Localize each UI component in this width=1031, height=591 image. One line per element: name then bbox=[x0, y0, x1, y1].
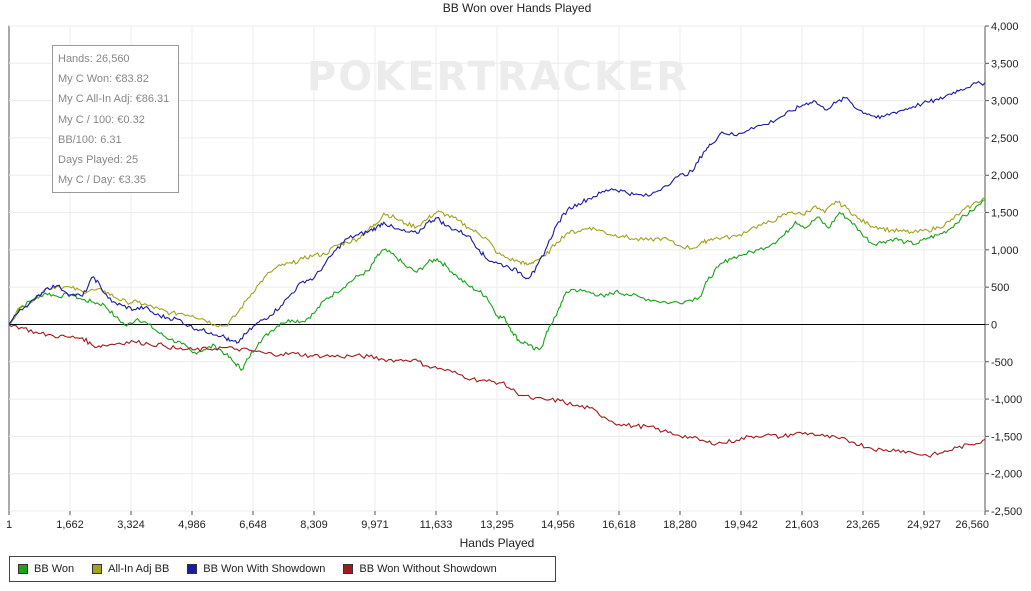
legend-label: BB Won bbox=[34, 563, 75, 575]
series-line-0 bbox=[8, 199, 986, 372]
y-tick-label: 3,500 bbox=[991, 58, 1019, 70]
y-tick-label: 500 bbox=[991, 282, 1009, 294]
x-tick-label: 16,618 bbox=[602, 519, 636, 531]
legend-label: BB Won With Showdown bbox=[203, 563, 326, 575]
legend-swatch bbox=[187, 564, 198, 574]
legend: BB Won All-In Adj BB BB Won With Showdow… bbox=[9, 556, 556, 582]
x-tick-label: 3,324 bbox=[117, 519, 145, 531]
stat-bb-per-100: BB/100: 6.31 bbox=[58, 133, 122, 146]
stat-days-played: Days Played: 25 bbox=[58, 153, 139, 166]
y-tick-label: 4,000 bbox=[991, 21, 1019, 33]
stats-box: Hands: 26,560 My C Won: €83.82 My C All-… bbox=[52, 45, 179, 193]
x-tick-label: 21,603 bbox=[785, 519, 819, 531]
y-tick-label: -1,500 bbox=[991, 431, 1022, 443]
x-tick-label: 11,633 bbox=[420, 519, 453, 531]
y-tick-label: -1,000 bbox=[991, 394, 1022, 406]
series-line-1 bbox=[8, 197, 986, 328]
x-tick-label: 4,986 bbox=[178, 519, 206, 531]
legend-label: All-In Adj BB bbox=[108, 563, 170, 575]
watermark: POKERTRACKER bbox=[307, 54, 689, 100]
legend-item-without-showdown[interactable]: BB Won Without Showdown bbox=[343, 563, 497, 575]
y-tick-label: -2,000 bbox=[991, 469, 1022, 481]
x-tick-label: 9,971 bbox=[361, 519, 389, 531]
y-tick-label: 1,500 bbox=[991, 208, 1019, 220]
x-tick-label: 13,295 bbox=[480, 519, 514, 531]
y-tick-label: -2,500 bbox=[991, 506, 1022, 518]
x-tick-label: 1,662 bbox=[56, 519, 84, 531]
x-tick-label: 24,927 bbox=[907, 519, 941, 531]
legend-item-with-showdown[interactable]: BB Won With Showdown bbox=[187, 563, 325, 575]
y-tick-label: 1,000 bbox=[991, 245, 1019, 257]
y-tick-label: 2,500 bbox=[991, 133, 1019, 145]
x-tick-label: 14,956 bbox=[541, 519, 575, 531]
series-line-2 bbox=[8, 80, 986, 344]
stat-allin-adj: My C All-In Adj: €86.31 bbox=[58, 93, 170, 106]
x-tick-label: 26,560 bbox=[955, 519, 989, 531]
x-axis-title: Hands Played bbox=[460, 536, 535, 550]
stat-hands: Hands: 26,560 bbox=[58, 53, 130, 65]
y-tick-label: 0 bbox=[991, 319, 997, 331]
x-tick-label: 8,309 bbox=[300, 519, 328, 531]
stat-c-per-day: My C / Day: €3.35 bbox=[58, 174, 147, 187]
x-tick-label: 19,942 bbox=[724, 519, 758, 531]
legend-item-bb-won[interactable]: BB Won bbox=[18, 563, 74, 575]
chart-title: BB Won over Hands Played bbox=[443, 1, 592, 15]
x-tick-label: 6,648 bbox=[239, 519, 267, 531]
series-layer bbox=[8, 80, 986, 458]
stat-c-per-100: My C / 100: €0.32 bbox=[58, 113, 145, 126]
y-tick-label: -500 bbox=[991, 357, 1013, 369]
legend-label: BB Won Without Showdown bbox=[359, 563, 497, 575]
y-tick-label: 3,000 bbox=[991, 96, 1019, 108]
y-tick-label: 2,000 bbox=[991, 170, 1019, 182]
x-tick-label: 18,280 bbox=[663, 519, 697, 531]
legend-item-all-in-adj-bb[interactable]: All-In Adj BB bbox=[92, 563, 169, 575]
series-line-3 bbox=[8, 324, 986, 458]
legend-swatch bbox=[92, 564, 103, 574]
x-tick-label: 1 bbox=[6, 519, 12, 531]
legend-swatch bbox=[343, 564, 354, 574]
y-axis-ticks: 4,000 3,500 3,000 2,500 2,000 1,500 1,000 500 0 -… bbox=[985, 21, 1022, 518]
x-axis-ticks: 1 1,662 3,324 4,986 6,648 8,309 9,971 11,633 13,… bbox=[6, 511, 989, 531]
legend-swatch bbox=[18, 564, 28, 574]
x-tick-label: 23,265 bbox=[846, 519, 880, 531]
stat-c-won: My C Won: €83.82 bbox=[58, 73, 149, 86]
